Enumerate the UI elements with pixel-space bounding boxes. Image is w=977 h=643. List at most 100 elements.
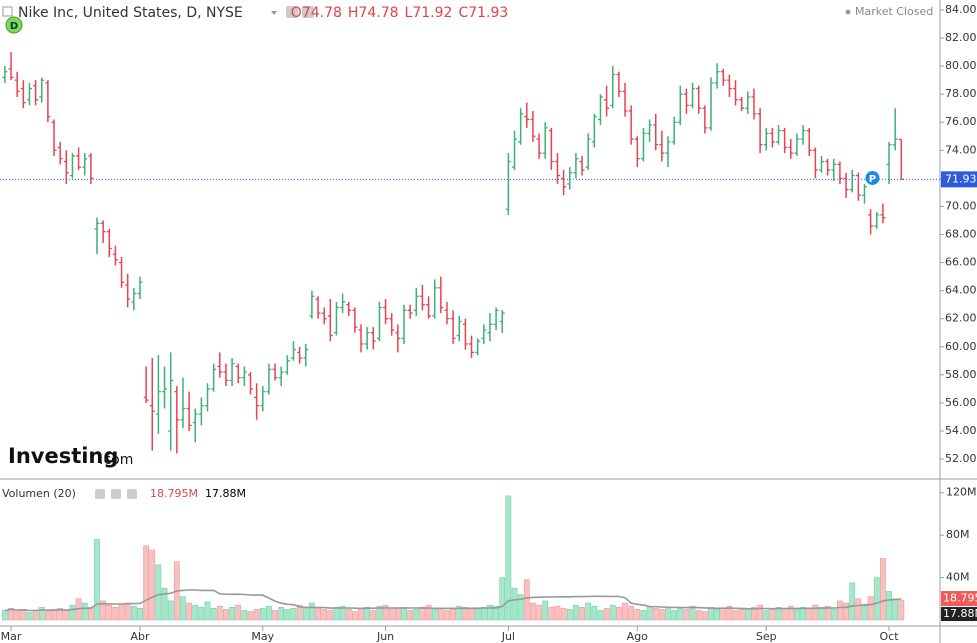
volume-bar bbox=[634, 609, 641, 621]
volume-bar bbox=[419, 606, 426, 621]
volume-bar bbox=[677, 608, 684, 621]
volume-bar bbox=[278, 606, 285, 621]
volume-bar bbox=[837, 600, 843, 621]
volume-bar bbox=[100, 600, 107, 621]
volume-bar bbox=[26, 612, 33, 621]
volume-bar bbox=[444, 610, 450, 621]
volume-bar bbox=[474, 609, 481, 621]
dropdown-icon[interactable] bbox=[271, 11, 277, 15]
volume-bar bbox=[462, 606, 469, 621]
volume-bar bbox=[431, 609, 438, 621]
last-price-label: 71.93 bbox=[945, 172, 977, 185]
volume-bar bbox=[689, 605, 696, 621]
volume-bar bbox=[315, 608, 321, 621]
volume-bar bbox=[296, 604, 303, 621]
volume-bar bbox=[738, 609, 745, 621]
badge-label: D bbox=[10, 21, 18, 32]
volume-bar bbox=[867, 596, 874, 621]
ohlc-label: L bbox=[405, 5, 413, 21]
collapse-icon[interactable] bbox=[2, 6, 13, 17]
volume-bar bbox=[726, 605, 733, 621]
volume-bar bbox=[45, 611, 51, 621]
volume-bar bbox=[204, 601, 211, 621]
volume-bar bbox=[210, 608, 217, 621]
volume-last: 18.795M bbox=[150, 487, 198, 500]
volume-bar bbox=[143, 545, 150, 621]
volume-title: Volumen (20) bbox=[2, 487, 76, 500]
settings-icon[interactable] bbox=[286, 6, 298, 18]
volume-bar bbox=[480, 606, 487, 621]
volume-tick-label: 120M bbox=[946, 486, 977, 499]
volume-bar bbox=[235, 604, 242, 621]
volume-icon[interactable] bbox=[95, 489, 105, 499]
volume-ma-axis-label: 17.88M bbox=[943, 607, 977, 620]
volume-bar bbox=[216, 605, 223, 621]
volume-bar bbox=[487, 604, 493, 621]
ohlc-value: 71.93 bbox=[468, 5, 508, 21]
volume-icon[interactable] bbox=[127, 489, 137, 499]
volume-bar bbox=[364, 606, 371, 621]
volume-bar bbox=[886, 591, 892, 621]
x-tick-label: Sep bbox=[756, 630, 777, 643]
volume-bar bbox=[358, 608, 364, 621]
volume-bar bbox=[321, 609, 328, 621]
volume-bar bbox=[87, 606, 94, 621]
volume-bar bbox=[511, 587, 518, 621]
volume-bar bbox=[192, 604, 199, 621]
volume-bar bbox=[155, 564, 162, 621]
volume-bar bbox=[720, 608, 727, 621]
volume-bar bbox=[517, 594, 524, 621]
volume-ma-line bbox=[4, 589, 902, 612]
volume-bar bbox=[708, 606, 714, 621]
volume-bar bbox=[794, 609, 800, 621]
marks bbox=[2, 52, 905, 621]
volume-bar bbox=[38, 606, 45, 621]
volume-bar bbox=[880, 558, 886, 621]
volume-bar bbox=[81, 602, 88, 621]
volume-bar bbox=[352, 611, 358, 621]
ohlc-value: 71.92 bbox=[412, 5, 452, 21]
volume-bar bbox=[407, 610, 414, 621]
y-tick-label: 64.00 bbox=[945, 284, 977, 297]
close-icon[interactable] bbox=[302, 6, 314, 18]
volume-bar bbox=[186, 602, 192, 621]
x-tick-label: Ago bbox=[627, 630, 649, 643]
volume-bar bbox=[849, 582, 856, 621]
volume-last-axis-label: 18.795 bbox=[943, 592, 977, 605]
volume-bar bbox=[560, 608, 567, 621]
volume-tick-label: 80M bbox=[946, 528, 970, 541]
volume-bar bbox=[425, 604, 432, 621]
volume-bar bbox=[388, 609, 395, 621]
badge bbox=[865, 170, 880, 185]
y-tick-label: 70.00 bbox=[945, 199, 977, 212]
y-tick-label: 80.00 bbox=[945, 59, 977, 72]
y-tick-label: 58.00 bbox=[945, 368, 977, 381]
volume-bar bbox=[695, 610, 702, 621]
volume-bar bbox=[683, 609, 690, 621]
last-price-box bbox=[941, 171, 977, 188]
volume-bar bbox=[579, 606, 585, 621]
logo-suffix: .com bbox=[99, 452, 133, 468]
volume-bar bbox=[493, 605, 499, 621]
volume-bar bbox=[161, 587, 168, 621]
volume-bar bbox=[124, 602, 131, 621]
volume-bar bbox=[671, 610, 678, 621]
volume-bar bbox=[763, 610, 770, 621]
volume-bar bbox=[106, 604, 113, 621]
volume-bar bbox=[339, 605, 346, 621]
volume-bar bbox=[118, 603, 125, 621]
volume-icon[interactable] bbox=[111, 489, 121, 499]
volume-bar bbox=[69, 604, 76, 621]
market-status: Market Closed bbox=[855, 5, 933, 18]
volume-bar bbox=[345, 609, 352, 621]
volume-bar bbox=[530, 602, 536, 621]
badge[interactable] bbox=[5, 16, 23, 34]
volume-bar bbox=[818, 606, 825, 621]
volume-bar bbox=[548, 606, 555, 621]
volume-bar bbox=[542, 600, 549, 621]
logo-text: Investing bbox=[8, 444, 118, 468]
y-tick-label: 74.00 bbox=[945, 143, 977, 156]
volume-bar bbox=[658, 609, 665, 621]
